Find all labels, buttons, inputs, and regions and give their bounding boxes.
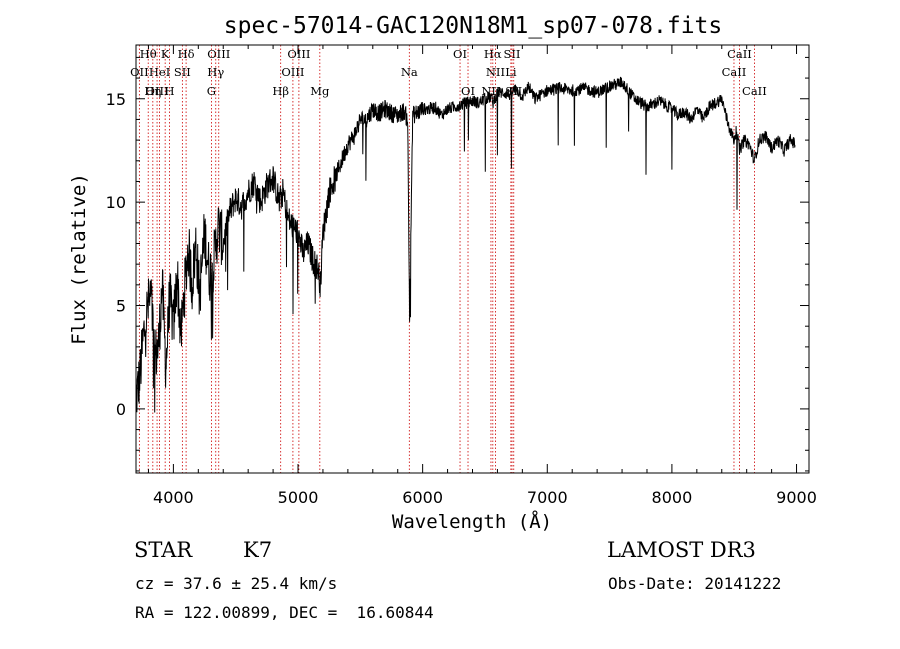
x-tick-label: 5000 [278,488,319,507]
observation-date: Obs-Date: 20141222 [608,574,782,593]
line-marker-label: CaII [727,47,752,61]
line-marker-label: Hα [484,47,502,61]
line-marker-label: OI [461,84,475,98]
y-tick-label: 15 [106,90,126,109]
coordinates: RA = 122.00899, DEC = 16.60844 [135,603,434,622]
line-marker-label: OI [453,47,467,61]
line-marker-label: Li [505,65,517,79]
y-axis: 0 5 10 15 [106,56,809,472]
spectrum-line [135,76,796,413]
line-marker-label: K [161,47,170,61]
y-tick-label: 0 [116,400,126,419]
x-tick-label: 4000 [153,488,194,507]
line-marker-label: Hθ [140,47,157,61]
line-marker-label: SII [174,65,191,79]
spectrum-series [135,76,796,413]
plot-frame [135,44,810,474]
line-marker-label: CaII [742,84,767,98]
line-marker-label: Na [401,65,418,79]
x-tick-label: 7000 [527,488,568,507]
object-subclass: K7 [243,538,273,562]
line-marker-label: H [165,84,175,98]
line-marker-label: CaII [722,65,747,79]
x-tick-label: 6000 [402,488,443,507]
line-marker-label: HeI [149,65,170,79]
line-marker-label: NII [481,84,500,98]
x-axis-label: Wavelength (Å) [392,510,552,533]
line-marker-label: SII [504,47,521,61]
line-marker-label: OIII [146,84,169,98]
line-marker-label: Hδ [178,47,195,61]
line-marker-label: Hγ [207,65,224,79]
x-tick-label: 9000 [776,488,817,507]
y-tick-label: 5 [116,297,126,316]
line-marker-label: OIII [281,65,304,79]
line-marker-label: OII [130,65,149,79]
chart-title: spec-57014-GAC120N18M1_sp07-078.fits [224,13,723,39]
y-axis-label: Flux (relative) [68,173,90,345]
line-marker-label: G [207,84,216,98]
x-axis: 4000 5000 6000 7000 8000 9000 [147,45,817,507]
y-tick-label: 10 [106,193,126,212]
line-marker-label: Hη [144,84,161,98]
object-class: STAR [134,538,193,562]
x-tick-label: 8000 [652,488,693,507]
line-marker-label: Hβ [272,84,289,98]
survey-name: LAMOST DR3 [607,538,756,562]
line-marker-label: Mg [310,84,330,98]
line-marker-label: NII [486,65,505,79]
redshift-velocity: cz = 37.6 ± 25.4 km/s [135,574,338,593]
line-marker-label: OIII [207,47,230,61]
line-marker-label: OIII [287,47,310,61]
